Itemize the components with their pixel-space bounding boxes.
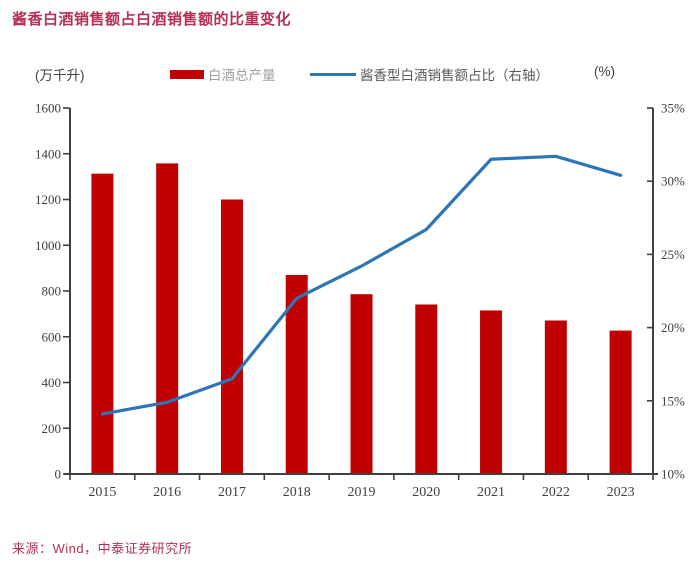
bar-2020 bbox=[415, 304, 438, 474]
bar-2023 bbox=[609, 330, 632, 474]
bar-swatch-icon bbox=[170, 69, 204, 79]
x-axis-tick-label: 2023 bbox=[607, 485, 635, 500]
legend-label-bar: 白酒总产量 bbox=[208, 68, 276, 83]
legend-item-line: 酱香型白酒销售额占比（右轴） bbox=[310, 61, 549, 87]
legend-label-line: 酱香型白酒销售额占比（右轴） bbox=[360, 68, 549, 83]
bar-2017 bbox=[220, 199, 243, 474]
x-axis-tick-label: 2018 bbox=[283, 485, 311, 500]
right-axis-tick-label: 25% bbox=[661, 247, 685, 262]
left-axis-tick-label: 800 bbox=[42, 284, 62, 299]
bar-2022 bbox=[544, 320, 567, 474]
bar-2016 bbox=[156, 163, 179, 475]
chart-title: 酱香白酒销售额占白酒销售额的比重变化 bbox=[12, 11, 292, 28]
bar-2019 bbox=[350, 294, 373, 474]
ratio-line-series bbox=[100, 154, 623, 416]
right-axis-tick-label: 10% bbox=[661, 467, 685, 482]
left-axis-tick-label: 1000 bbox=[35, 238, 61, 253]
left-axis-tick-label: 400 bbox=[42, 375, 62, 390]
left-axis-unit-label: (万千升) bbox=[35, 68, 85, 83]
left-axis-tick-label: 1200 bbox=[35, 192, 61, 207]
x-axis-tick-label: 2015 bbox=[88, 485, 116, 500]
left-axis-tick-label: 1600 bbox=[35, 101, 61, 116]
x-axis-tick-label: 2022 bbox=[542, 485, 570, 500]
combo-chart-plot: 0 200 400 600 800 1000 1200 1400 1600 10% 15% 20% 25… bbox=[35, 101, 685, 501]
legend-item-bar: 白酒总产量 bbox=[170, 61, 276, 87]
legend: (万千升) 白酒总产量 酱香型白酒销售额占比（右轴） (%) bbox=[0, 61, 700, 87]
right-axis-tick-label: 30% bbox=[661, 174, 685, 189]
left-axis-tick-label: 600 bbox=[42, 329, 62, 344]
left-axis-tick-label: 0 bbox=[55, 467, 62, 482]
x-axis-tick-label: 2020 bbox=[412, 485, 440, 500]
x-axis-tick-label: 2016 bbox=[153, 485, 181, 500]
right-axis-tick-label: 15% bbox=[661, 393, 685, 408]
source-note: 来源：Wind，中泰证券研究所 bbox=[12, 541, 193, 556]
bar-2021 bbox=[480, 310, 503, 474]
left-axis-tick-label: 1400 bbox=[35, 146, 61, 161]
x-axis-tick-label: 2017 bbox=[218, 485, 246, 500]
right-axis-unit-label: (%) bbox=[594, 64, 615, 79]
left-axis-tick-label: 200 bbox=[42, 421, 62, 436]
x-axis-tick-label: 2021 bbox=[477, 485, 505, 500]
bar-2018 bbox=[285, 274, 308, 474]
right-axis-tick-label: 35% bbox=[661, 101, 685, 116]
right-axis-tick-label: 20% bbox=[661, 320, 685, 335]
x-axis-tick-label: 2019 bbox=[348, 485, 376, 500]
line-swatch-icon bbox=[310, 72, 356, 76]
bar-2015 bbox=[91, 173, 114, 474]
